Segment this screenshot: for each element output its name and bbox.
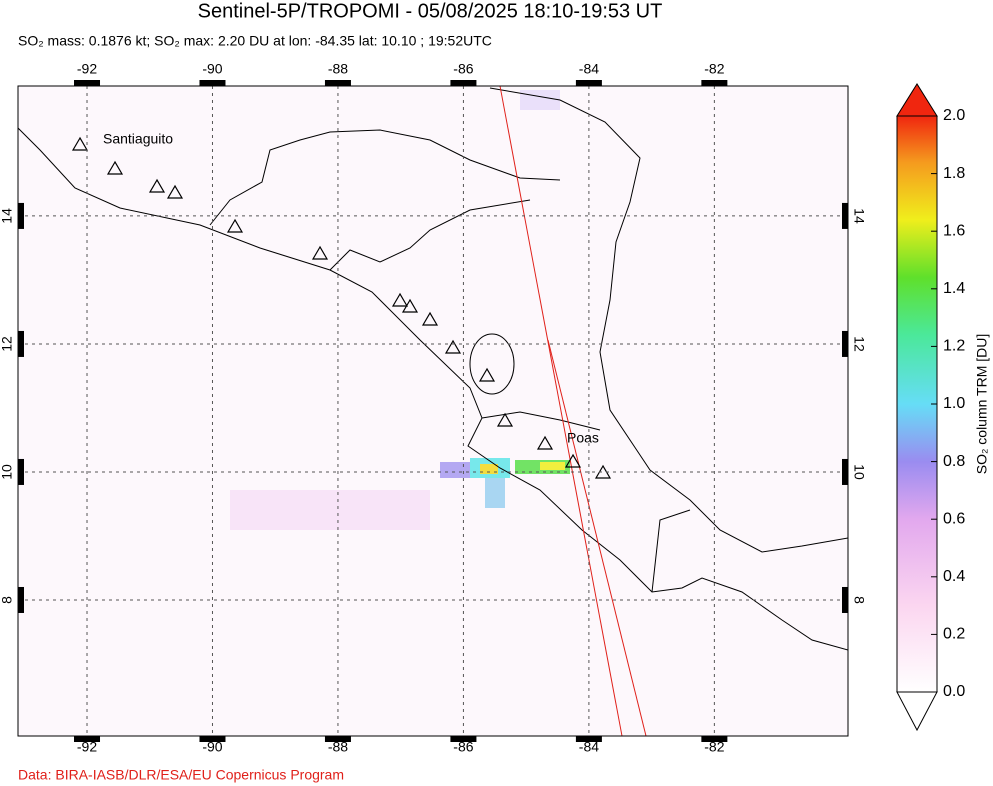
colorbar-tick-label: 0.8 <box>943 453 965 470</box>
x-tick-label: -92 <box>77 61 97 77</box>
tick-mark <box>18 202 24 229</box>
volcano-markers <box>71 136 612 479</box>
lake-nicaragua <box>469 333 515 395</box>
colorbar-tick-label: 1.0 <box>943 395 965 412</box>
title: Sentinel-5P/TROPOMI - 05/08/2025 18:10-1… <box>198 0 663 22</box>
orbit-edge <box>547 339 647 736</box>
orbit-edge <box>499 86 623 736</box>
tick-mark <box>450 736 477 742</box>
tick-mark <box>324 80 351 86</box>
tick-mark <box>575 736 602 742</box>
map-frame <box>17 85 849 737</box>
tick-mark <box>575 80 602 86</box>
y-tick-label: 12 <box>851 336 867 352</box>
colorbar-tick-label: 1.8 <box>943 165 965 182</box>
tick-mark <box>842 458 848 485</box>
y-tick-label: 14 <box>851 208 867 224</box>
x-tick-label: -82 <box>704 61 724 77</box>
x-tick-label: -88 <box>328 739 348 755</box>
colorbar-tick-label: 1.2 <box>943 338 965 355</box>
map-area <box>18 86 848 736</box>
colorbar-tick-label: 1.6 <box>943 222 965 239</box>
y-tick-label: 12 <box>0 336 15 352</box>
colorbar-label: SO₂ column TRM [DU] <box>974 334 990 475</box>
y-tick-label: 14 <box>0 208 15 224</box>
borders <box>209 129 691 593</box>
tick-mark <box>74 80 101 86</box>
colorbar-tick-label: 0.0 <box>943 683 965 700</box>
colorbar: SO₂ column TRM [DU] 0.0 0.2 0.4 0.6 0.8 1.0 1.… <box>896 83 990 732</box>
colorbar-tick-label: 1.4 <box>943 280 965 297</box>
y-tick-label: 8 <box>0 596 15 604</box>
y-tick-label: 10 <box>851 464 867 480</box>
colorbar-under <box>896 691 938 732</box>
volcano-label: Poas <box>567 430 599 446</box>
tick-mark <box>18 586 24 613</box>
caribbean-coast <box>489 87 848 553</box>
tick-mark <box>324 736 351 742</box>
colorbar-tick-label: 2.0 <box>943 107 965 124</box>
colorbar-tick-label: 0.2 <box>943 626 965 643</box>
colorbar-tick-label: 0.6 <box>943 510 965 527</box>
x-tick-label: -84 <box>579 739 599 755</box>
x-tick-label: -90 <box>202 739 222 755</box>
tick-mark <box>701 736 728 742</box>
pacific-coast <box>18 127 848 651</box>
tick-mark <box>842 586 848 613</box>
tick-mark <box>842 202 848 229</box>
tick-mark <box>842 330 848 357</box>
footer: Data: BIRA-IASB/DLR/ESA/EU Copernicus Pr… <box>18 767 344 783</box>
x-tick-label: -92 <box>77 739 97 755</box>
y-tick-label: 10 <box>0 464 15 480</box>
x-tick-label: -86 <box>453 739 473 755</box>
tick-mark <box>450 80 477 86</box>
volcano-label: Santiaguito <box>103 131 173 147</box>
tick-mark <box>74 736 101 742</box>
tick-mark <box>18 458 24 485</box>
axes: -92 -92 -90 -90 -88 -88 -86 -86 -84 -84 -82 -82 8 8 10… <box>0 61 867 755</box>
tick-mark <box>18 330 24 357</box>
subtitle: SO₂ mass: 0.1876 kt; SO₂ max: 2.20 DU at… <box>18 33 492 49</box>
map-background <box>18 86 848 736</box>
y-tick-label: 8 <box>851 596 867 604</box>
volcanoes: Santiaguito Poas <box>71 131 612 479</box>
tick-mark <box>701 80 728 86</box>
x-tick-label: -86 <box>453 61 473 77</box>
tick-mark <box>199 80 226 86</box>
colorbar-tick-label: 0.4 <box>943 568 965 585</box>
so2-plume <box>230 90 570 530</box>
tick-mark <box>199 736 226 742</box>
x-tick-label: -84 <box>579 61 599 77</box>
x-tick-label: -82 <box>704 739 724 755</box>
colorbar-over <box>896 83 938 117</box>
x-tick-label: -90 <box>202 61 222 77</box>
x-tick-label: -88 <box>328 61 348 77</box>
